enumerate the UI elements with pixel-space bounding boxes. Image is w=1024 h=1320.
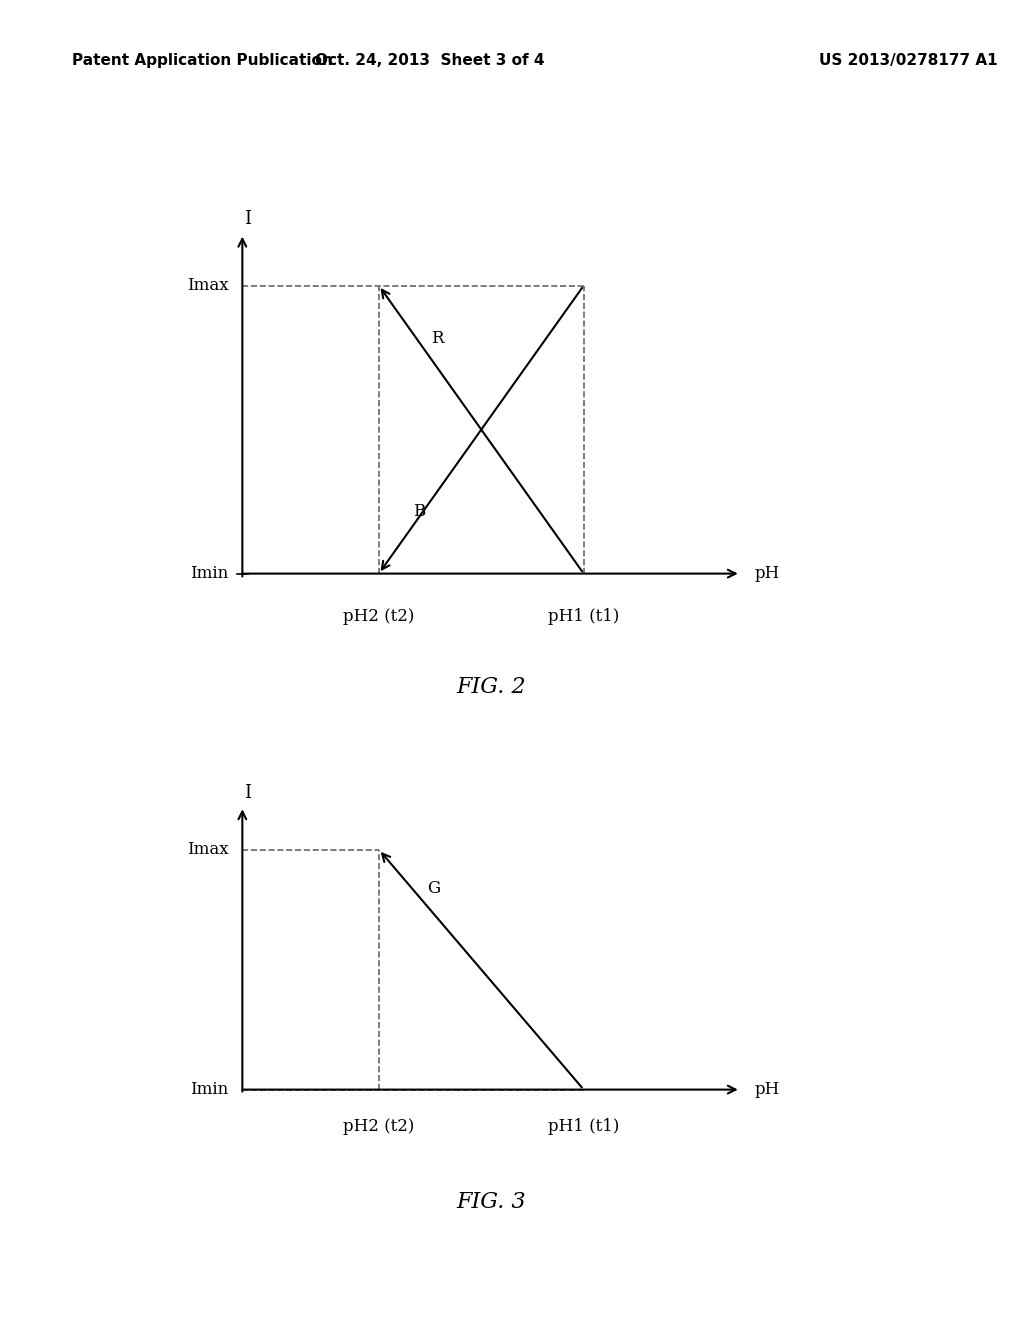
Text: I: I bbox=[245, 784, 251, 801]
Text: Imax: Imax bbox=[187, 277, 228, 294]
Text: Imin: Imin bbox=[190, 1081, 228, 1098]
Text: pH: pH bbox=[755, 565, 779, 582]
Text: pH: pH bbox=[755, 1081, 779, 1098]
Text: I: I bbox=[245, 210, 251, 228]
Text: Imin: Imin bbox=[190, 565, 228, 582]
Text: R: R bbox=[431, 330, 443, 347]
Text: Patent Application Publication: Patent Application Publication bbox=[72, 53, 333, 67]
Text: FIG. 3: FIG. 3 bbox=[457, 1191, 526, 1213]
Text: FIG. 2: FIG. 2 bbox=[457, 676, 526, 698]
Text: G: G bbox=[427, 880, 439, 896]
Text: US 2013/0278177 A1: US 2013/0278177 A1 bbox=[819, 53, 997, 67]
Text: pH2 (t2): pH2 (t2) bbox=[343, 1118, 415, 1135]
Text: Imax: Imax bbox=[187, 841, 228, 858]
Text: pH1 (t1): pH1 (t1) bbox=[548, 609, 620, 626]
Text: pH2 (t2): pH2 (t2) bbox=[343, 609, 415, 626]
Text: pH1 (t1): pH1 (t1) bbox=[548, 1118, 620, 1135]
Text: Oct. 24, 2013  Sheet 3 of 4: Oct. 24, 2013 Sheet 3 of 4 bbox=[315, 53, 545, 67]
Text: B: B bbox=[413, 503, 425, 520]
